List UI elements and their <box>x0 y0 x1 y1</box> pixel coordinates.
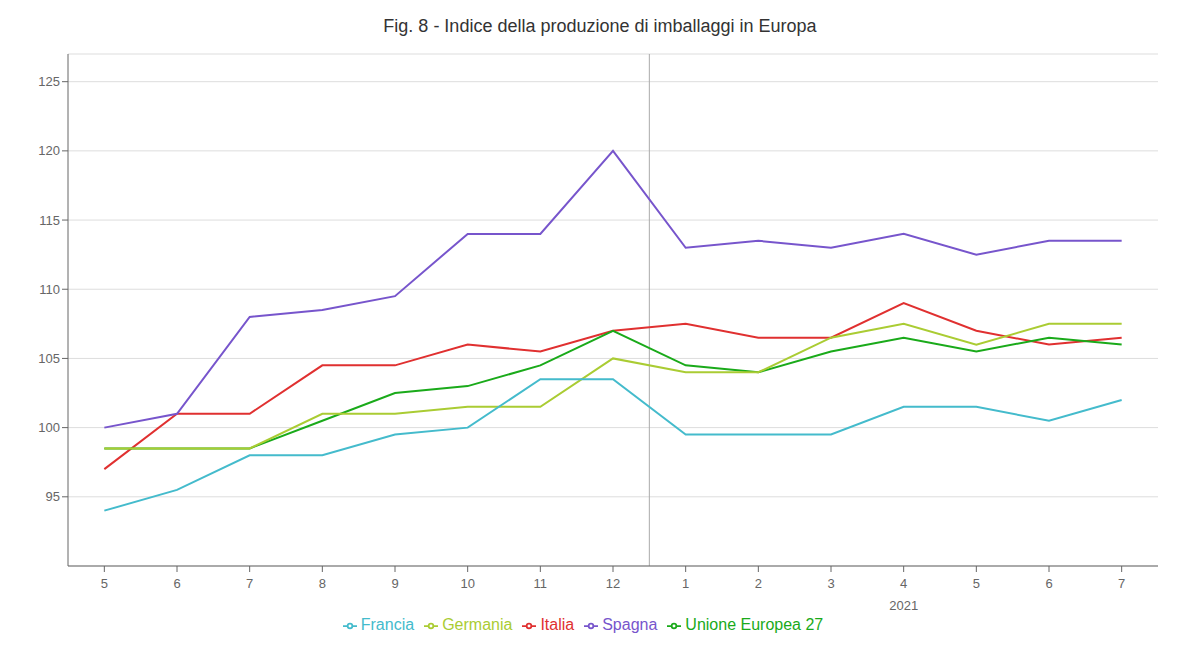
html-text:Spagna: Spagna <box>602 616 658 633</box>
html-text:Germania: Germania <box>442 616 513 633</box>
html-text:Unione Europea 27: Unione Europea 27 <box>685 616 824 633</box>
svg-text:7: 7 <box>246 576 253 591</box>
svg-text:100: 100 <box>38 420 60 435</box>
svg-text:6: 6 <box>1045 576 1052 591</box>
svg-text:120: 120 <box>38 143 60 158</box>
svg-text:9: 9 <box>391 576 398 591</box>
html-text:Italia: Italia <box>540 616 575 633</box>
svg-text:115: 115 <box>39 213 60 228</box>
svg-text:8: 8 <box>319 576 326 591</box>
svg-text:5: 5 <box>101 576 108 591</box>
svg-text:1: 1 <box>682 576 689 591</box>
svg-text:6: 6 <box>173 576 180 591</box>
svg-text:12: 12 <box>606 576 620 591</box>
svg-text:7: 7 <box>1118 576 1125 591</box>
html-text:Fig. 8 - Indice della produzio: Fig. 8 - Indice della produzione di imba… <box>383 16 817 36</box>
svg-text:3: 3 <box>827 576 834 591</box>
svg-text:95: 95 <box>46 489 60 504</box>
svg-text:125: 125 <box>38 74 60 89</box>
svg-text:105: 105 <box>38 351 60 366</box>
svg-text:10: 10 <box>460 576 474 591</box>
svg-text:5: 5 <box>973 576 980 591</box>
svg-text:2021: 2021 <box>889 598 918 613</box>
html-text:Francia: Francia <box>360 616 415 633</box>
svg-text:11: 11 <box>534 576 548 591</box>
svg-text:4: 4 <box>900 576 907 591</box>
svg-text:2: 2 <box>755 576 762 591</box>
svg-text:110: 110 <box>39 282 60 297</box>
